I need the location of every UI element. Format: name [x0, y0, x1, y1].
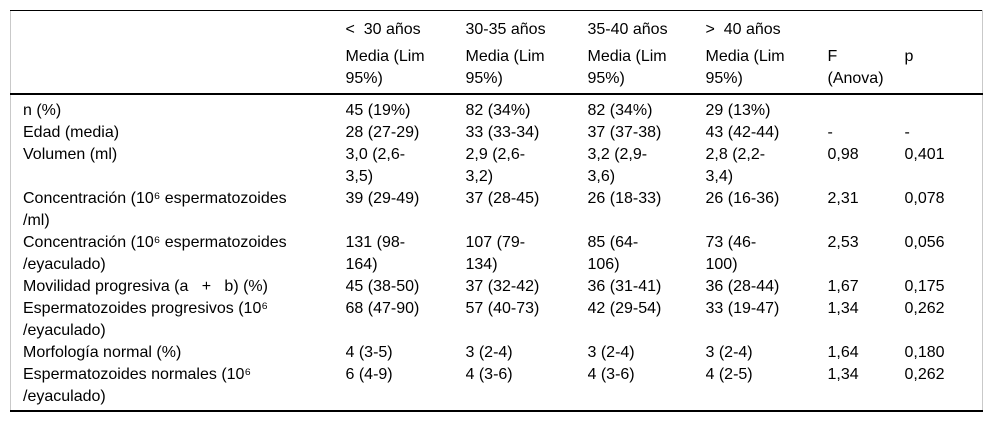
cell-value: 36 (28-44)	[705, 278, 780, 295]
cell-value: 4 (3-6)	[465, 366, 513, 383]
cell-value: 82 (34%)	[465, 102, 531, 119]
table-body: n (%) 45 (19%) 82 (34%) 82 (34%) 29 (13%…	[11, 94, 983, 411]
cell-value: 2,53	[827, 234, 859, 251]
cell-value: 0,175	[904, 278, 945, 295]
stat-header-media-lim-4: Media (Lim 95%)	[705, 41, 828, 95]
cell-value: 0,401	[904, 146, 945, 163]
corner-empty-cell	[10, 41, 346, 95]
cell-value: 4 (3-5)	[345, 344, 393, 361]
corner-empty-cell	[11, 11, 346, 42]
cell-value: 3 (2-4)	[465, 344, 513, 361]
cell-value: 107 (79- 134)	[465, 234, 526, 273]
results-table: < 30 años 30-35 años 35-40 años > 40 año…	[10, 10, 983, 412]
cell-value: 45 (19%)	[345, 102, 411, 119]
cell-value: 3,0 (2,6- 3,5)	[345, 146, 406, 185]
row-label: Movilidad progresiva (a + b) (%)	[23, 278, 268, 295]
row-label: n (%)	[23, 102, 62, 119]
cell-value: 39 (29-49)	[345, 190, 420, 207]
header-row-statistics: Media (Lim 95%) Media (Lim 95%) Media (L…	[10, 41, 983, 95]
row-label: Concentración (10⁶ espermatozoides /ml)	[23, 190, 287, 229]
cell-value: 26 (16-36)	[705, 190, 780, 207]
header-empty-p	[905, 11, 983, 42]
cell-value: 0,056	[904, 234, 945, 251]
table-row-espermatozoides-progresivos: Espermatozoides progresivos (10⁶ /eyacul…	[11, 298, 983, 342]
cell-value: 0,98	[827, 146, 859, 163]
col-header-p: p	[904, 41, 983, 95]
cell-value: 2,9 (2,6- 3,2)	[465, 146, 526, 185]
col-header-30-35: 30-35 años	[465, 21, 546, 38]
cell-value: 0,262	[904, 366, 945, 383]
cell-value: 4 (2-5)	[705, 366, 753, 383]
cell-value: 1,67	[827, 278, 859, 295]
cell-value: 37 (32-42)	[465, 278, 540, 295]
cell-value: 0,180	[904, 344, 945, 361]
cell-value: 0,262	[904, 300, 945, 317]
row-label: Concentración (10⁶ espermatozoides /eyac…	[23, 234, 287, 273]
cell-value: 57 (40-73)	[465, 300, 540, 317]
table-row-espermatozoides-normales: Espermatozoides normales (10⁶ /eyaculado…	[11, 364, 983, 411]
cell-value: 68 (47-90)	[345, 300, 420, 317]
results-table-container: < 30 años 30-35 años 35-40 años > 40 año…	[10, 10, 983, 412]
cell-value: 33 (33-34)	[465, 124, 540, 141]
cell-value: 28 (27-29)	[345, 124, 420, 141]
row-label: Espermatozoides progresivos (10⁶ /eyacul…	[23, 300, 268, 339]
table-row-volumen: Volumen (ml) 3,0 (2,6- 3,5) 2,9 (2,6- 3,…	[11, 144, 983, 188]
cell-value: 29 (13%)	[705, 102, 771, 119]
header-empty-f	[828, 11, 905, 42]
cell-value: 37 (28-45)	[465, 190, 540, 207]
cell-value: 131 (98- 164)	[345, 234, 406, 273]
cell-value: 3 (2-4)	[587, 344, 635, 361]
table-row-morfologia: Morfología normal (%) 4 (3-5) 3 (2-4) 3 …	[11, 342, 983, 364]
row-label: Espermatozoides normales (10⁶ /eyaculado…	[23, 366, 252, 405]
cell-value: 2,8 (2,2- 3,4)	[705, 146, 766, 185]
row-label: Edad (media)	[23, 124, 120, 141]
cell-value: -	[904, 124, 910, 141]
cell-value: 82 (34%)	[587, 102, 653, 119]
cell-value: 1,34	[827, 300, 859, 317]
table-row-concentracion-ml: Concentración (10⁶ espermatozoides /ml) …	[11, 188, 983, 232]
cell-value: 4 (3-6)	[587, 366, 635, 383]
stat-header-media-lim-1: Media (Lim 95%)	[345, 41, 466, 95]
cell-value: 26 (18-33)	[587, 190, 662, 207]
stat-header-media-lim-2: Media (Lim 95%)	[465, 41, 588, 95]
cell-value	[905, 94, 983, 122]
cell-value	[828, 94, 905, 122]
header-row-age-groups: < 30 años 30-35 años 35-40 años > 40 año…	[11, 11, 983, 42]
cell-value: 3,2 (2,9- 3,6)	[587, 146, 648, 185]
cell-value: 45 (38-50)	[345, 278, 420, 295]
stat-header-media-lim-3: Media (Lim 95%)	[587, 41, 706, 95]
cell-value: 42 (29-54)	[587, 300, 662, 317]
cell-value: 43 (42-44)	[705, 124, 780, 141]
cell-value: -	[827, 124, 833, 141]
cell-value: 36 (31-41)	[587, 278, 662, 295]
cell-value: 0,078	[904, 190, 945, 207]
cell-value: 3 (2-4)	[705, 344, 753, 361]
table-row-movilidad: Movilidad progresiva (a + b) (%) 45 (38-…	[11, 276, 983, 298]
row-label: Volumen (ml)	[23, 146, 118, 163]
col-header-35-40: 35-40 años	[587, 21, 668, 38]
cell-value: 85 (64- 106)	[587, 234, 639, 273]
cell-value: 73 (46- 100)	[705, 234, 757, 273]
cell-value: 2,31	[827, 190, 859, 207]
cell-value: 1,64	[827, 344, 859, 361]
table-row-n: n (%) 45 (19%) 82 (34%) 82 (34%) 29 (13%…	[11, 94, 983, 122]
col-header-under-30: < 30 años	[345, 21, 421, 38]
cell-value: 33 (19-47)	[705, 300, 780, 317]
cell-value: 1,34	[827, 366, 859, 383]
row-label: Morfología normal (%)	[23, 344, 182, 361]
col-header-f-anova: F (Anova)	[827, 41, 905, 95]
table-row-edad: Edad (media) 28 (27-29) 33 (33-34) 37 (3…	[11, 122, 983, 144]
table-header: < 30 años 30-35 años 35-40 años > 40 año…	[10, 11, 983, 95]
cell-value: 6 (4-9)	[345, 366, 393, 383]
cell-value: 37 (37-38)	[587, 124, 662, 141]
table-row-concentracion-eyaculado: Concentración (10⁶ espermatozoides /eyac…	[11, 232, 983, 276]
col-header-over-40: > 40 años	[705, 21, 781, 38]
